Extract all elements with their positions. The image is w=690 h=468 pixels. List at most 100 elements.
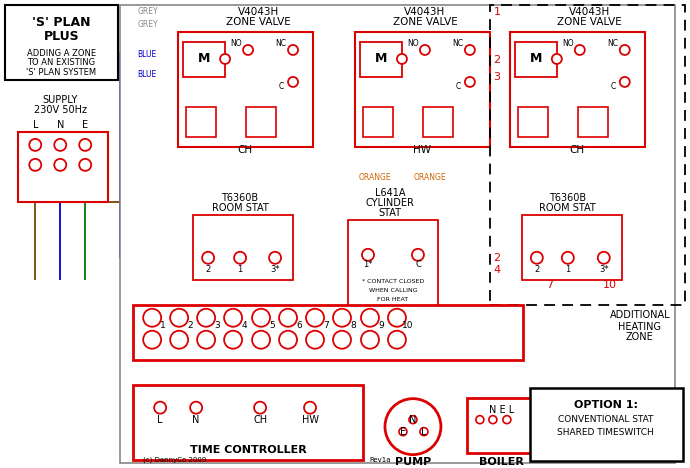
Text: 3: 3: [214, 321, 220, 330]
Text: 9: 9: [378, 321, 384, 330]
Text: T6360B: T6360B: [221, 193, 259, 203]
Text: 5: 5: [269, 321, 275, 330]
Text: CONVENTIONAL STAT: CONVENTIONAL STAT: [558, 415, 653, 424]
Circle shape: [552, 54, 562, 64]
Text: HW: HW: [413, 145, 431, 155]
Circle shape: [388, 309, 406, 327]
Text: 2: 2: [493, 253, 500, 263]
Circle shape: [399, 428, 407, 436]
Text: 1: 1: [237, 265, 243, 274]
Text: N: N: [57, 120, 64, 130]
Circle shape: [333, 331, 351, 349]
Text: L: L: [421, 427, 426, 437]
Text: 7: 7: [323, 321, 329, 330]
Text: 10: 10: [603, 280, 617, 290]
Text: N: N: [193, 415, 200, 424]
Text: L641A: L641A: [375, 188, 405, 198]
Circle shape: [361, 309, 379, 327]
Text: TIME CONTROLLER: TIME CONTROLLER: [190, 445, 306, 454]
Bar: [518, 107, 548, 137]
Text: C: C: [279, 82, 284, 91]
Text: N: N: [409, 415, 417, 424]
Bar: [530, 388, 682, 461]
Circle shape: [252, 331, 270, 349]
Text: FOR HEAT: FOR HEAT: [377, 297, 408, 302]
Text: 2: 2: [187, 321, 193, 330]
Text: HW: HW: [302, 415, 319, 424]
Text: ADDITIONAL: ADDITIONAL: [609, 310, 670, 320]
Text: CH: CH: [569, 145, 584, 155]
Text: PUMP: PUMP: [395, 457, 431, 467]
Circle shape: [279, 331, 297, 349]
Bar: [183, 42, 225, 77]
Text: L: L: [32, 120, 38, 130]
Text: 3*: 3*: [270, 265, 280, 274]
Circle shape: [234, 252, 246, 264]
Bar: [355, 32, 490, 147]
Circle shape: [197, 331, 215, 349]
Bar: [515, 42, 557, 77]
Circle shape: [143, 309, 161, 327]
Text: ORANGE: ORANGE: [413, 173, 446, 183]
Circle shape: [465, 77, 475, 87]
Bar: [246, 107, 276, 137]
Text: 2: 2: [206, 265, 210, 274]
Text: STAT: STAT: [378, 208, 402, 218]
Circle shape: [620, 45, 630, 55]
Text: NC: NC: [275, 39, 286, 49]
Text: WHEN CALLING: WHEN CALLING: [368, 288, 417, 293]
Text: T6360B: T6360B: [549, 193, 586, 203]
Text: NO: NO: [562, 39, 573, 49]
Bar: [578, 107, 608, 137]
Circle shape: [252, 309, 270, 327]
Text: ZONE VALVE: ZONE VALVE: [558, 17, 622, 27]
Circle shape: [55, 139, 66, 151]
Text: 2: 2: [534, 265, 540, 274]
Circle shape: [503, 416, 511, 424]
Circle shape: [489, 416, 497, 424]
Bar: [133, 305, 523, 360]
Text: C: C: [415, 260, 421, 269]
Circle shape: [620, 77, 630, 87]
Text: M: M: [198, 52, 210, 66]
Circle shape: [409, 416, 417, 424]
Circle shape: [224, 309, 242, 327]
Text: V4043H: V4043H: [237, 7, 279, 17]
Bar: [193, 215, 293, 280]
Text: OPTION 1:: OPTION 1:: [574, 400, 638, 410]
Circle shape: [79, 159, 91, 171]
Text: 1: 1: [493, 7, 500, 17]
Bar: [133, 385, 363, 460]
Text: V4043H: V4043H: [404, 7, 446, 17]
Circle shape: [306, 331, 324, 349]
Text: ROOM STAT: ROOM STAT: [540, 203, 596, 213]
Circle shape: [279, 309, 297, 327]
Circle shape: [333, 309, 351, 327]
Text: M: M: [530, 52, 542, 66]
Circle shape: [288, 45, 298, 55]
Text: M: M: [375, 52, 387, 66]
Circle shape: [79, 139, 91, 151]
Circle shape: [412, 249, 424, 261]
Text: CYLINDER: CYLINDER: [366, 198, 415, 208]
Bar: [120, 5, 675, 463]
Circle shape: [562, 252, 574, 264]
Circle shape: [306, 309, 324, 327]
Text: 1: 1: [160, 321, 166, 330]
Text: 4: 4: [493, 265, 500, 275]
Text: BLUE: BLUE: [137, 71, 157, 80]
Text: GREY: GREY: [137, 21, 158, 29]
Circle shape: [531, 252, 543, 264]
Text: SUPPLY: SUPPLY: [43, 95, 78, 105]
Bar: [522, 215, 622, 280]
Text: Rev1a: Rev1a: [369, 457, 391, 463]
Text: CH: CH: [253, 415, 267, 424]
Bar: [490, 5, 684, 305]
Text: 4: 4: [241, 321, 247, 330]
Text: 3*: 3*: [599, 265, 609, 274]
Circle shape: [29, 159, 41, 171]
Text: V4043H: V4043H: [569, 7, 611, 17]
Circle shape: [224, 331, 242, 349]
Text: (c) DannyCo 2009: (c) DannyCo 2009: [144, 456, 207, 463]
Circle shape: [170, 331, 188, 349]
